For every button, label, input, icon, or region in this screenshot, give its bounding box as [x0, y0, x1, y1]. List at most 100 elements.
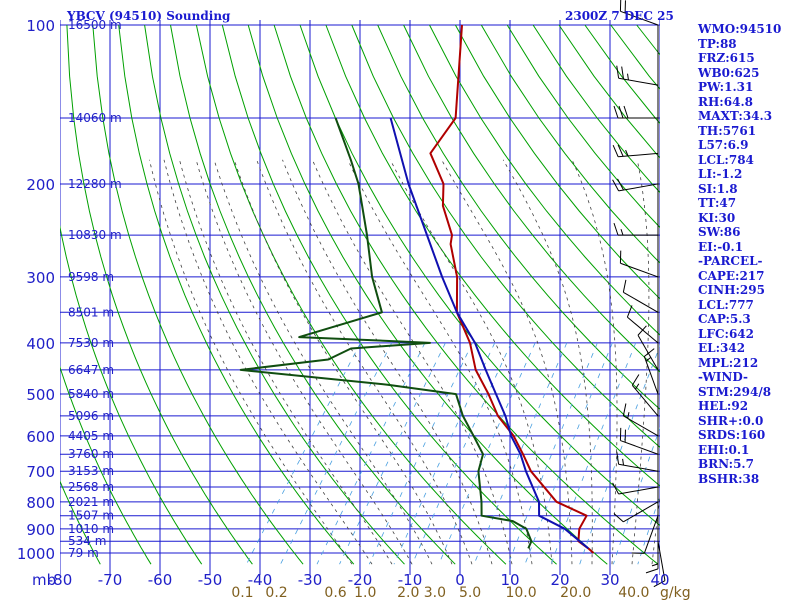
wind-barb	[653, 541, 666, 588]
height-label: 16500 m	[68, 18, 122, 32]
height-label: 6647 m	[68, 363, 114, 377]
mixing-ratio-label: 1.0	[354, 585, 376, 600]
mixing-ratio-label: 0.1	[231, 585, 253, 600]
wind-barb	[612, 178, 659, 192]
index-item: KI:30	[698, 210, 736, 225]
index-item: -WIND-	[698, 370, 748, 384]
wind-barb	[613, 222, 658, 236]
mixing-ratio-label: 0.2	[265, 585, 287, 600]
moist-adiabat	[163, 159, 373, 565]
height-label: 5096 m	[68, 409, 114, 423]
index-item: WB0:625	[698, 65, 760, 80]
index-item: LCL:784	[698, 152, 754, 167]
wind-barb	[645, 528, 659, 574]
index-item: STM:294/8	[698, 384, 772, 399]
wind-barb	[613, 501, 659, 523]
dry-adiabat	[144, 24, 405, 565]
index-item: SI:1.8	[698, 181, 738, 196]
mixing-ratio-label: 5.0	[459, 585, 481, 600]
wind-barb	[612, 144, 659, 158]
wind-barb	[619, 427, 659, 455]
index-item: SRDS:160	[698, 428, 766, 442]
mixing-ratio-line	[612, 426, 660, 565]
index-item: CAPE:217	[698, 268, 765, 283]
wind-barb	[616, 451, 659, 472]
height-label: 2021 m	[68, 495, 114, 509]
wind-barb	[637, 325, 659, 371]
wind-barb	[631, 515, 659, 554]
mixing-ratio-line	[368, 342, 473, 565]
moist-adiabat	[347, 159, 533, 565]
wind-barb	[613, 105, 658, 119]
dry-adiabat	[170, 24, 456, 565]
index-item: FRZ:615	[698, 51, 755, 65]
pressure-label: 400	[26, 335, 55, 353]
index-item: MPL:212	[698, 355, 759, 370]
index-item: LFC:642	[698, 326, 754, 341]
pressure-label: 900	[26, 521, 55, 539]
dry-adiabat	[118, 24, 355, 565]
temperature-label: -20	[348, 571, 373, 589]
height-label: 4405 m	[68, 429, 114, 443]
mixing-ratio-label: 40.0	[618, 585, 649, 600]
wind-barb	[616, 65, 659, 86]
wind-barb	[643, 348, 659, 395]
pressure-label: 500	[26, 386, 55, 404]
index-item: TP:88	[698, 36, 737, 51]
height-label: 1507 m	[68, 509, 114, 523]
temperature-label: -10	[398, 571, 423, 589]
dry-adiabat	[351, 24, 660, 448]
wind-barb	[612, 482, 659, 495]
sounding-traces	[239, 24, 595, 554]
height-label: 1010 m	[68, 522, 114, 536]
mixing-ratio-label: 3.0	[424, 585, 446, 600]
dry-adiabat	[195, 24, 507, 565]
index-item: HEL:92	[698, 399, 749, 413]
height-label: 534 m	[68, 534, 106, 548]
temperature-label: 30	[600, 571, 619, 589]
index-item: CINH:295	[698, 283, 765, 297]
temperature-label: -40	[248, 571, 273, 589]
trace-parcel	[389, 117, 589, 550]
moist-adiabat	[502, 159, 593, 565]
trace-temperature	[429, 24, 595, 554]
dry-adiabat	[60, 224, 203, 565]
mixing-ratio-line	[316, 342, 426, 565]
index-item: -PARCEL-	[698, 254, 763, 268]
wind-barb	[626, 305, 659, 344]
pressure-label: 200	[26, 176, 55, 194]
dry-adiabat	[60, 480, 101, 565]
height-label: 79 m	[68, 546, 99, 560]
dry-adiabat	[299, 24, 660, 527]
index-item: TT:47	[698, 196, 737, 210]
index-item: PW:1.31	[698, 80, 754, 94]
mixing-ratio-line	[246, 342, 361, 565]
index-item: CAP:5.3	[698, 312, 751, 326]
temperature-label: -80	[48, 571, 73, 589]
mixing-ratio-label: 10.0	[505, 585, 536, 600]
moist-adiabat	[179, 159, 393, 565]
moist-adiabat	[256, 159, 473, 565]
mixing-ratio-label: 0.6	[324, 585, 346, 600]
mixing-ratio-line	[473, 342, 568, 565]
chart-time: 2300Z 7 DEC 25	[565, 9, 674, 23]
index-item: EL:342	[698, 341, 746, 355]
mixing-ratio-unit: g/kg	[660, 585, 691, 600]
wind-barb	[622, 403, 659, 437]
temperature-label: 10	[500, 571, 519, 589]
pressure-label: 100	[26, 17, 55, 35]
diagram-grid	[60, 20, 660, 575]
dry-adiabat	[92, 24, 304, 565]
height-label: 10830 m	[68, 228, 122, 242]
index-item: BSHR:38	[698, 471, 760, 486]
trace-dewpoint	[239, 117, 533, 549]
moist-adiabat	[149, 159, 353, 565]
mb-unit-label: mb	[32, 571, 56, 589]
index-item: SHR+:0.0	[698, 413, 764, 428]
index-item: LI:-1.2	[698, 167, 743, 181]
stability-indices: WMO:94510 TP:88 FRZ:615 WB0:625 PW:1.31 RH:64…	[698, 22, 798, 486]
dry-adiabat	[377, 24, 660, 410]
dry-adiabat	[66, 24, 253, 565]
chart-title: YBCV (94510) Sounding	[66, 9, 231, 23]
